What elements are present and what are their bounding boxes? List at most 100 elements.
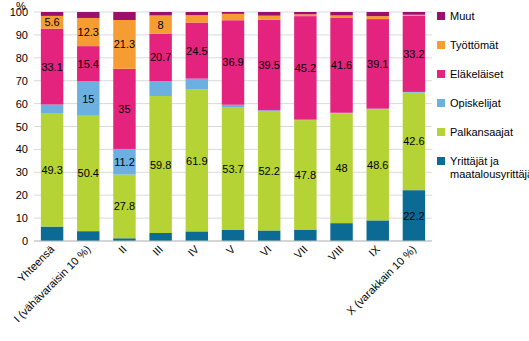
data-label: 20.7 [150,51,171,63]
y-tick-label: 60 [16,98,28,110]
data-label: 45.2 [295,62,316,74]
chart: 0102030405060708090100%49.333.15.650.415… [0,0,529,341]
bar-segment [222,14,244,20]
x-tick-label: X (varakkain 10 %) [344,243,418,317]
bar-segment [186,12,208,15]
legend-label: Eläkeläiset [450,68,529,81]
bar-segment [367,12,389,16]
bar-segment [113,12,135,20]
bar-segment [258,12,280,16]
bar-segment [77,116,99,231]
bar-segment [77,81,99,115]
bar-segment [330,15,352,17]
bar-segment [294,120,316,229]
data-label: 48 [335,162,347,174]
bar-segment [77,46,99,81]
bar-segment [294,14,316,16]
bar-segment [367,16,389,19]
bar-segment [41,227,63,241]
grid-line [34,241,432,242]
y-tick-label: 30 [16,166,28,178]
y-tick-label: 80 [16,52,28,64]
data-label: 41.6 [331,59,352,71]
bar-segment [41,16,63,29]
legend-swatch [437,99,445,107]
bar-segment [403,93,425,191]
data-label: 39.1 [367,58,388,70]
data-label: 27.8 [114,200,135,212]
data-label: 36.9 [222,56,243,68]
y-tick-label: 90 [16,29,28,41]
bar-segment [403,15,425,16]
bar-segment [222,105,244,107]
legend-label: Yrittäjät ja maatalousyrittäjät [450,155,529,181]
y-axis-label: % [16,0,26,12]
bar-segment [294,230,316,241]
bar-segment [149,15,171,33]
bar-segment [258,230,280,241]
bar-segment [41,29,63,105]
bar-segment [330,12,352,15]
x-tick-label: I (vähävaraisin 10 %) [11,243,93,325]
y-tick-label: 40 [16,143,28,155]
x-tick-label: II [116,243,129,256]
bar-segment [149,233,171,241]
bar-segment [294,16,316,120]
data-labels: 49.333.15.650.41515.412.327.811.23521.35… [41,16,424,221]
x-tick-label: VII [292,243,310,261]
bar-segment [330,223,352,241]
bar-segment [222,107,244,230]
legend-swatch [437,12,445,20]
y-tick-label: 0 [22,235,28,247]
bar-segment [367,19,389,109]
bar-segment [186,79,208,90]
bar-segment [186,15,208,22]
data-label: 11.2 [114,156,135,168]
data-label: 42.6 [403,135,424,147]
legend-label: Opiskelijat [450,97,529,110]
bar-segment [258,111,280,231]
x-tick-label: VI [258,243,274,259]
x-tick-label: IX [366,242,382,258]
bar-segment [149,96,171,233]
bar-segment [41,105,63,114]
x-tick-label: III [150,243,165,258]
bars [41,12,425,241]
data-label: 8 [158,19,164,31]
bar-segment [294,12,316,14]
bar-segment [149,34,171,81]
data-label: 61.9 [186,155,207,167]
bar-segment [330,17,352,112]
data-label: 48.6 [367,159,388,171]
y-tick-label: 70 [16,75,28,87]
bar-segment [113,175,135,239]
legend-label: Palkansaajat [450,126,529,139]
x-tick-label: VIII [326,243,346,263]
data-label: 22.2 [403,210,424,222]
bar-segment [403,16,425,92]
bar-segment [41,114,63,227]
y-tick-label: 50 [16,121,28,133]
bar-segment [186,231,208,241]
data-label: 39.5 [258,59,279,71]
bar-segment [367,220,389,241]
data-label: 15 [82,93,94,105]
legend-swatch [437,157,445,165]
data-label: 49.3 [41,164,62,176]
data-label: 33.1 [41,61,62,73]
data-label: 35 [118,103,130,115]
x-axis [34,241,432,242]
bar-segment [113,69,135,149]
bar-segment [222,230,244,241]
bar-segment [77,18,99,46]
legend-swatch [437,70,445,78]
bar-segment [222,12,244,14]
data-label: 15.4 [78,58,99,70]
x-tick-label: V [224,242,238,256]
bar-segment [149,81,171,96]
legend-swatch [437,128,445,136]
bar-segment [367,109,389,220]
bar-segment [77,231,99,241]
bar-segment [77,12,99,18]
bar-segment [186,90,208,232]
